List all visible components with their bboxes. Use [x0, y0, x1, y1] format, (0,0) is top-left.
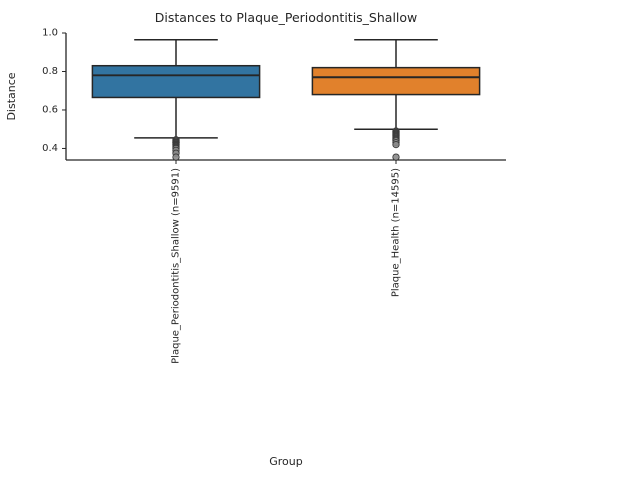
x-axis-label: Group: [269, 455, 303, 468]
chart-title: Distances to Plaque_Periodontitis_Shallo…: [155, 10, 418, 25]
y-tick-label: 0.8: [42, 66, 58, 77]
box: [91, 64, 261, 99]
x-tick-label: Plaque_Periodontitis_Shallow (n=9591): [171, 168, 182, 364]
outlier-point: [392, 153, 400, 161]
outlier-point: [392, 140, 400, 149]
y-axis-label: Distance: [5, 72, 18, 120]
box: [311, 66, 481, 96]
y-tick-label: 1.0: [42, 28, 58, 39]
y-tick-label: 0.4: [42, 143, 58, 154]
x-tick-label: Plaque_Health (n=14595): [391, 168, 402, 297]
outlier-point: [172, 153, 180, 161]
y-tick-label: 0.6: [42, 104, 58, 115]
